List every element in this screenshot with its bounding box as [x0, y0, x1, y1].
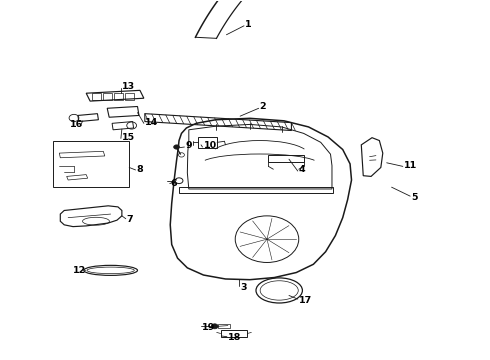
Text: 13: 13	[122, 82, 135, 91]
Text: 12: 12	[73, 266, 86, 275]
Text: 4: 4	[299, 165, 305, 174]
Text: 16: 16	[70, 120, 83, 129]
Text: 7: 7	[127, 215, 133, 224]
Text: 18: 18	[228, 333, 241, 342]
Text: 10: 10	[203, 141, 217, 150]
Circle shape	[173, 145, 179, 149]
Text: 5: 5	[411, 193, 417, 202]
Text: 8: 8	[137, 165, 143, 174]
Text: 15: 15	[122, 133, 135, 142]
Text: 9: 9	[185, 141, 192, 150]
Text: 17: 17	[299, 296, 312, 305]
Text: 2: 2	[260, 102, 266, 111]
Text: 1: 1	[245, 19, 252, 28]
Text: 6: 6	[171, 179, 177, 188]
Circle shape	[211, 324, 218, 329]
Text: 3: 3	[240, 283, 246, 292]
Text: 11: 11	[404, 161, 417, 170]
Text: 19: 19	[202, 323, 215, 332]
Text: 14: 14	[145, 118, 158, 127]
